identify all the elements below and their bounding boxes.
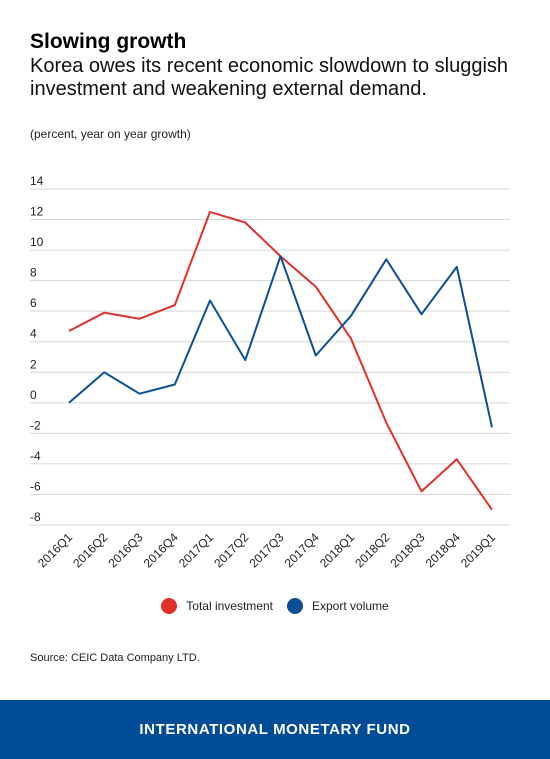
y-tick-label: 12: [30, 205, 44, 219]
x-tick-label: 2017Q1: [176, 530, 216, 570]
legend-label-export-volume: Export volume: [312, 599, 389, 613]
x-tick-label: 2016Q2: [70, 530, 110, 570]
units-note: (percent, year on year growth): [30, 127, 191, 141]
gridlines: [30, 188, 510, 526]
x-tick-label: 2019Q1: [458, 530, 498, 570]
x-tick-label: 2018Q3: [388, 530, 428, 570]
y-tick-label: 6: [30, 296, 37, 310]
y-tick-label: 2: [30, 357, 37, 371]
legend-swatch-total-investment: [161, 598, 178, 614]
footer-org-name: INTERNATIONAL MONETARY FUND: [139, 721, 411, 738]
x-tick-label: 2018Q1: [317, 530, 357, 570]
y-tick-label: 14: [30, 174, 44, 188]
legend-item-export-volume: Export volume: [287, 598, 389, 614]
chart-subtitle: Korea owes its recent economic slowdown …: [30, 55, 509, 100]
source-note: Source: CEIC Data Company LTD.: [30, 652, 200, 664]
y-tick-label: -2: [30, 418, 41, 432]
y-tick-label: 8: [30, 266, 37, 280]
x-tick-label: 2018Q4: [423, 530, 463, 570]
series-line-export-volume: [68, 255, 493, 428]
chart-title: Slowing growth: [30, 30, 187, 53]
series-lines: [68, 210, 493, 511]
y-tick-label: 10: [30, 235, 44, 249]
x-tick-label: 2016Q4: [141, 530, 181, 570]
y-tick-label: 0: [30, 388, 37, 402]
legend-swatch-export-volume: [287, 598, 303, 614]
x-tick-label: 2016Q3: [106, 530, 146, 570]
x-tick-label: 2017Q4: [282, 530, 322, 570]
x-tick-label: 2018Q2: [352, 530, 392, 570]
legend-label-total-investment: Total investment: [186, 599, 273, 613]
y-tick-label: 4: [30, 327, 37, 341]
x-axis-ticks: 2016Q12016Q22016Q32016Q42017Q12017Q22017…: [35, 530, 498, 570]
y-axis-ticks: 14 12 10 8 6 4 2 0 -2 -4 -6 -8: [30, 174, 44, 524]
legend: Total investment Export volume: [0, 598, 550, 614]
footer-banner: INTERNATIONAL MONETARY FUND: [0, 700, 550, 759]
x-tick-label: 2016Q1: [35, 530, 75, 570]
x-tick-label: 2017Q3: [247, 530, 287, 570]
y-tick-label: -4: [30, 449, 41, 463]
y-tick-label: -6: [30, 479, 41, 493]
x-tick-label: 2017Q2: [211, 530, 251, 570]
y-tick-label: -8: [30, 510, 41, 524]
legend-item-total-investment: Total investment: [161, 598, 273, 614]
